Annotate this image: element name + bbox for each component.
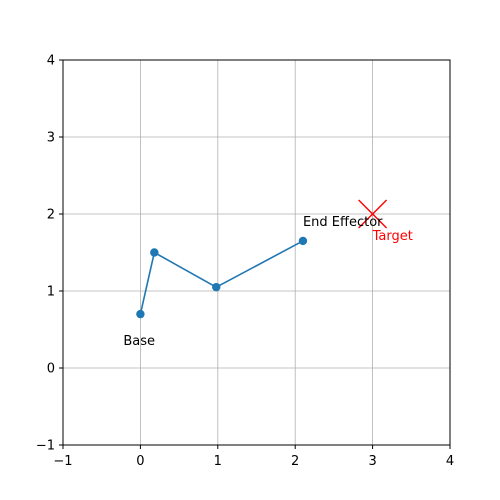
annotation-target: Target xyxy=(372,229,413,244)
y-tick-label-2: 1 xyxy=(47,285,55,300)
annotation-end-effector: End Effector xyxy=(303,215,383,230)
target-layer xyxy=(358,199,388,229)
x-tick-label-4: 3 xyxy=(368,454,376,469)
x-tick-label-2: 1 xyxy=(214,454,222,469)
x-tick-label-3: 2 xyxy=(291,454,299,469)
y-tick-label-5: 4 xyxy=(47,54,55,69)
series-layer xyxy=(136,236,308,319)
y-tick-label-0: −1 xyxy=(36,439,55,454)
joint-point-2 xyxy=(212,282,221,292)
annotation-base: Base xyxy=(123,334,155,349)
target-marker xyxy=(358,199,388,229)
x-tick-label-0: −1 xyxy=(53,454,72,469)
axes: −1 0 1 2 3 4 −1 0 1 2 3 4 xyxy=(36,54,454,470)
target-marker-stroke-2 xyxy=(358,199,388,229)
y-tick-label-4: 3 xyxy=(47,131,55,146)
plot-frame xyxy=(62,59,451,446)
arm-line-0 xyxy=(139,240,304,315)
y-tick-label-3: 2 xyxy=(47,208,55,223)
joint-point-1 xyxy=(150,248,159,257)
joint-point-0 xyxy=(136,309,145,319)
y-tick-label-1: 0 xyxy=(47,362,55,377)
joint-point-3 xyxy=(298,236,308,246)
x-tick-label-5: 4 xyxy=(446,454,454,469)
x-tick-label-1: 0 xyxy=(136,454,144,469)
